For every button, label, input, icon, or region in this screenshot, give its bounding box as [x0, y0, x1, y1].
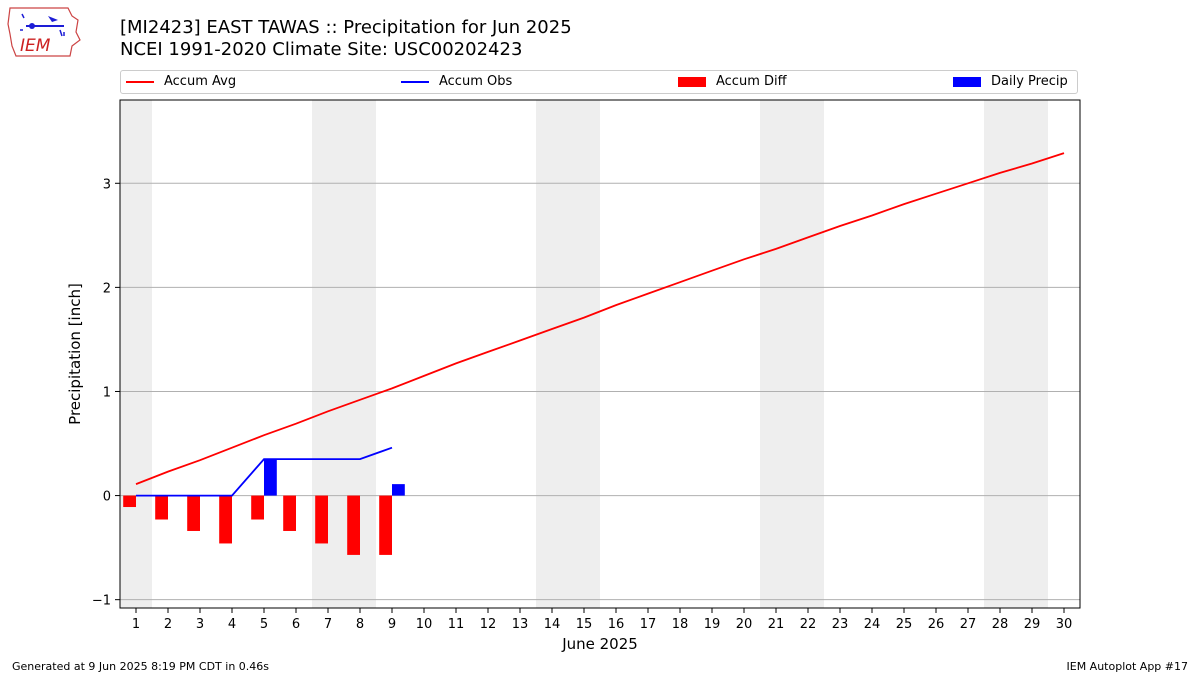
weekend-band-1	[120, 100, 152, 608]
x-tick-label: 29	[1024, 617, 1041, 632]
x-tick-label: 12	[480, 617, 497, 632]
weekend-band-3	[536, 100, 600, 608]
gridlines	[120, 182, 1080, 601]
legend-label-accum-obs: Accum Obs	[439, 74, 513, 89]
legend-swatch-accum-diff	[678, 76, 706, 87]
footer-generated: Generated at 9 Jun 2025 8:19 PM CDT in 0…	[12, 660, 270, 673]
chart-title: [MI2423] EAST TAWAS :: Precipitation for…	[120, 17, 572, 38]
legend-item-accum-obs: Accum Obs	[401, 74, 512, 89]
x-axis-ticks: 1 2 3 4 5 6 7 8 9 10 11 12 13 14 15 16 17 18 19 20 21 22 23 24 2…	[132, 608, 1072, 632]
series-lines	[135, 152, 1065, 497]
accum-diff-bars	[123, 495, 392, 555]
x-tick-label: 9	[388, 617, 396, 632]
accum-diff-bar	[155, 495, 168, 520]
x-tick-label: 6	[292, 617, 300, 632]
x-tick-label: 11	[448, 617, 465, 632]
x-tick-label: 21	[768, 617, 785, 632]
accum-diff-bar	[187, 495, 200, 531]
x-tick-label: 4	[228, 617, 236, 632]
logo-text: IEM	[20, 36, 51, 56]
x-tick-label: 2	[164, 617, 172, 632]
x-tick-label: 24	[864, 617, 881, 632]
x-tick-label: 25	[896, 617, 913, 632]
accum-diff-bar	[315, 495, 328, 544]
x-tick-label: 17	[640, 617, 657, 632]
y-tick-label: 1	[103, 385, 111, 400]
daily-precip-bar	[264, 459, 277, 496]
footer-app: IEM Autoplot App #17	[1066, 660, 1189, 673]
legend-swatch-accum-avg	[126, 80, 154, 83]
x-tick-label: 7	[324, 617, 332, 632]
chart-subtitle: NCEI 1991-2020 Climate Site: USC00202423	[120, 39, 523, 60]
x-tick-label: 19	[704, 617, 721, 632]
weekend-band-5	[984, 100, 1048, 608]
accum-diff-bar	[219, 495, 232, 544]
x-tick-label: 18	[672, 617, 689, 632]
x-tick-label: 20	[736, 617, 753, 632]
daily-precip-bar	[392, 484, 405, 496]
accum-avg-line	[135, 152, 1065, 485]
legend-item-accum-diff: Accum Diff	[678, 74, 787, 89]
chart-legend: Accum Avg Accum Obs Accum Diff Daily Pre…	[120, 70, 1078, 94]
x-tick-label: 26	[928, 617, 945, 632]
y-tick-label: −1	[92, 594, 111, 609]
x-tick-label: 30	[1056, 617, 1073, 632]
accum-diff-bar	[347, 495, 360, 555]
accum-diff-bar	[379, 495, 392, 555]
x-tick-label: 28	[992, 617, 1009, 632]
x-tick-label: 15	[576, 617, 593, 632]
legend-label-accum-diff: Accum Diff	[716, 74, 787, 89]
x-tick-label: 8	[356, 617, 364, 632]
iem-logo-mark: IEM	[7, 7, 81, 57]
y-tick-label: 2	[103, 281, 111, 296]
y-axis-ticks: −1 0 1 2 3	[92, 177, 120, 609]
accum-diff-bar	[251, 495, 264, 520]
y-axis-label: Precipitation [inch]	[66, 283, 84, 425]
weekend-shading	[120, 100, 1048, 608]
iem-logo: IEM	[6, 6, 82, 64]
x-tick-label: 23	[832, 617, 849, 632]
x-tick-label: 22	[800, 617, 817, 632]
legend-label-accum-avg: Accum Avg	[164, 74, 237, 89]
legend-item-accum-avg: Accum Avg	[126, 74, 236, 89]
x-tick-label: 5	[260, 617, 268, 632]
legend-label-daily-precip: Daily Precip	[991, 74, 1068, 89]
x-tick-label: 1	[132, 617, 140, 632]
x-tick-label: 27	[960, 617, 977, 632]
plot-frame	[119, 99, 1081, 609]
daily-precip-bars	[264, 459, 405, 496]
x-tick-label: 10	[416, 617, 433, 632]
legend-swatch-daily-precip	[953, 76, 981, 87]
accum-diff-bar	[123, 495, 136, 508]
y-tick-label: 0	[103, 490, 111, 505]
accum-obs-line	[136, 446, 393, 497]
x-tick-label: 3	[196, 617, 204, 632]
accum-diff-bar	[283, 495, 296, 531]
x-axis-label: June 2025	[561, 635, 638, 653]
weekend-band-4	[760, 100, 824, 608]
legend-swatch-accum-obs	[401, 80, 429, 83]
x-tick-label: 13	[512, 617, 529, 632]
x-tick-label: 16	[608, 617, 625, 632]
y-tick-label: 3	[103, 177, 111, 192]
legend-item-daily-precip: Daily Precip	[953, 74, 1068, 89]
x-tick-label: 14	[544, 617, 561, 632]
